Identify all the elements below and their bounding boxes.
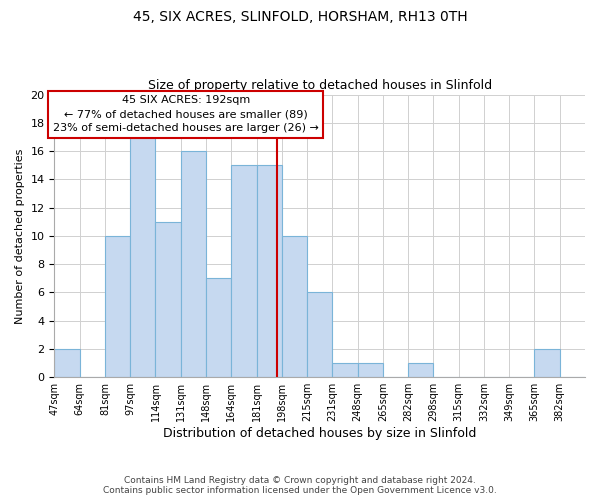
Bar bbox=[55, 349, 80, 377]
Bar bbox=[408, 363, 433, 377]
Bar bbox=[105, 236, 130, 377]
Bar bbox=[332, 363, 358, 377]
Bar bbox=[307, 292, 332, 377]
Text: 45, SIX ACRES, SLINFOLD, HORSHAM, RH13 0TH: 45, SIX ACRES, SLINFOLD, HORSHAM, RH13 0… bbox=[133, 10, 467, 24]
Bar bbox=[282, 236, 307, 377]
Bar bbox=[257, 165, 282, 377]
Bar bbox=[206, 278, 231, 377]
Y-axis label: Number of detached properties: Number of detached properties bbox=[15, 148, 25, 324]
Text: 45 SIX ACRES: 192sqm
← 77% of detached houses are smaller (89)
23% of semi-detac: 45 SIX ACRES: 192sqm ← 77% of detached h… bbox=[53, 96, 319, 134]
Title: Size of property relative to detached houses in Slinfold: Size of property relative to detached ho… bbox=[148, 79, 492, 92]
X-axis label: Distribution of detached houses by size in Slinfold: Distribution of detached houses by size … bbox=[163, 427, 476, 440]
Text: Contains HM Land Registry data © Crown copyright and database right 2024.
Contai: Contains HM Land Registry data © Crown c… bbox=[103, 476, 497, 495]
Bar bbox=[155, 222, 181, 377]
Bar bbox=[130, 137, 155, 377]
Bar bbox=[358, 363, 383, 377]
Bar bbox=[535, 349, 560, 377]
Bar bbox=[231, 165, 257, 377]
Bar bbox=[181, 151, 206, 377]
